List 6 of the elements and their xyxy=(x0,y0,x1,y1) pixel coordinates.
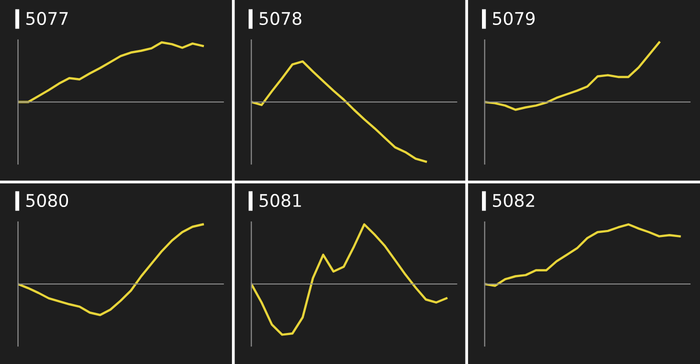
chart-title: 5079 xyxy=(493,12,535,26)
chart-title: 5082 xyxy=(493,194,534,208)
chart-title: 5081 xyxy=(260,194,301,208)
chart-title: 5077 xyxy=(26,12,68,26)
chart-title: 5078 xyxy=(260,12,302,26)
chart-title: 5080 xyxy=(26,194,68,208)
